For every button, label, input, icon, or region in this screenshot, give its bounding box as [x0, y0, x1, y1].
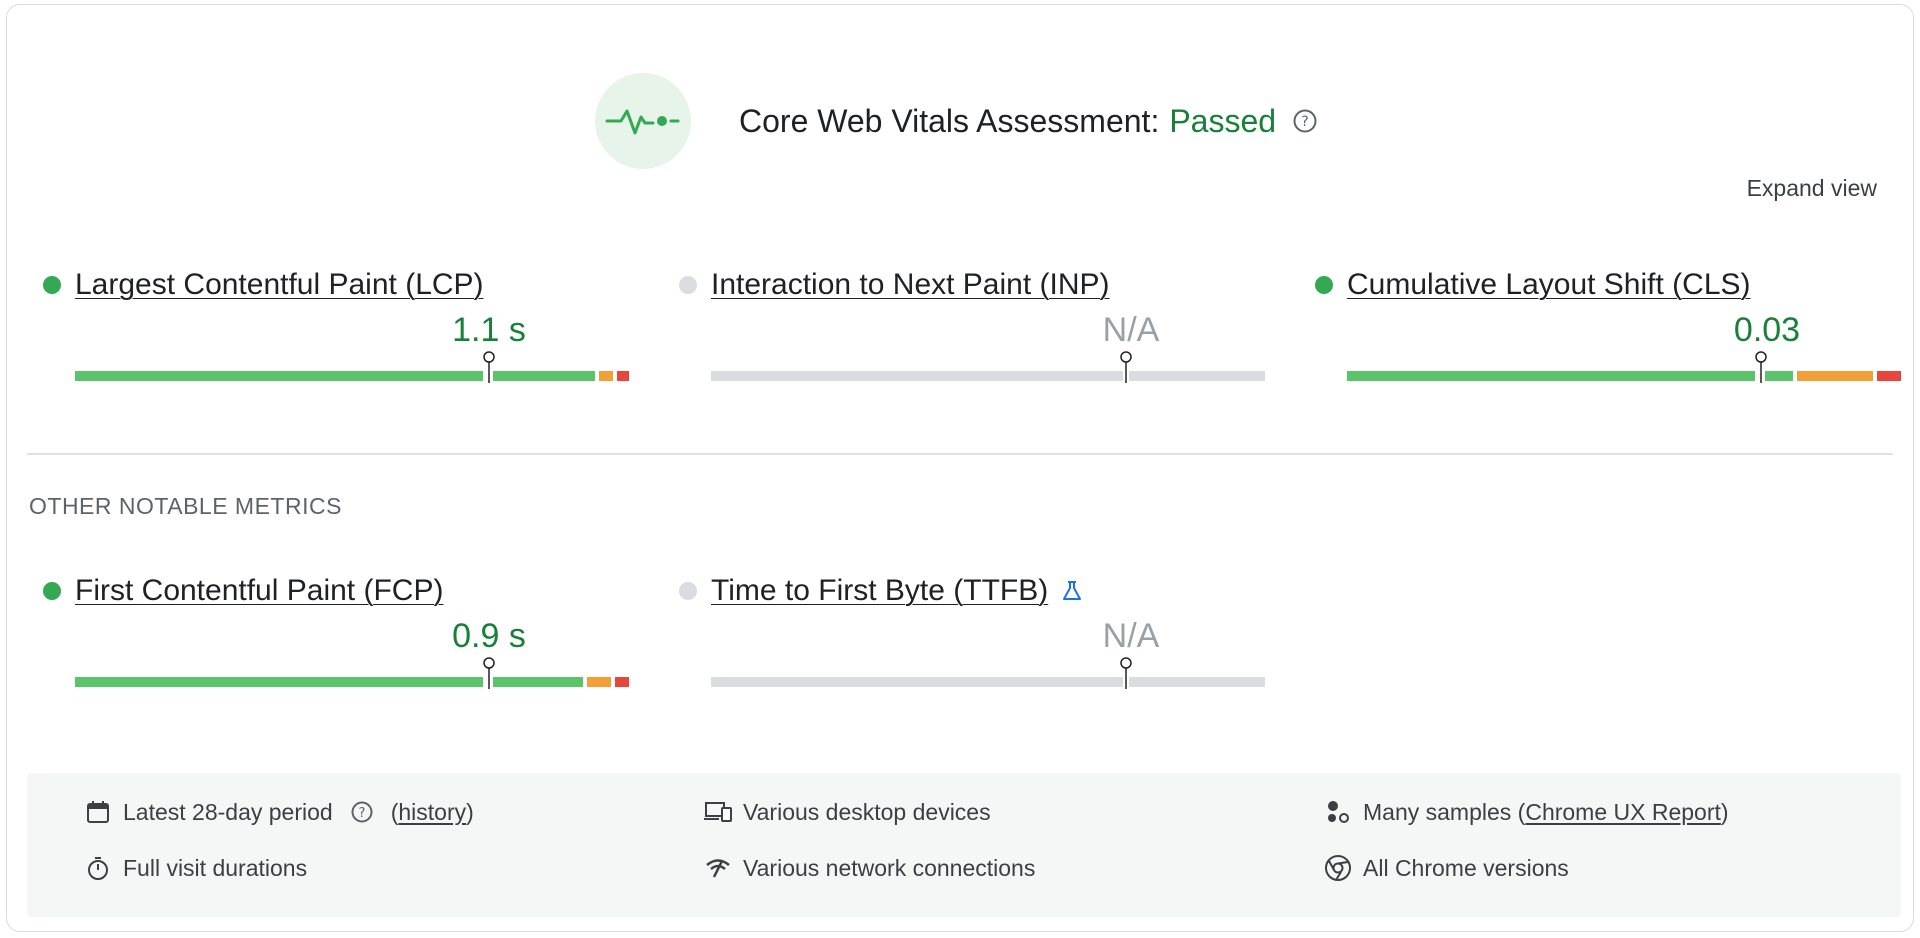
percentile-marker	[1120, 657, 1132, 689]
metric-inp-link[interactable]: Interaction to Next Paint (INP)	[711, 268, 1110, 301]
metric-lcp-link[interactable]: Largest Contentful Paint (LCP)	[75, 268, 484, 301]
metric-inp-distribution-bar	[711, 351, 1265, 383]
history-close-paren: )	[466, 798, 474, 825]
footer-durations: Full visit durations	[83, 853, 307, 883]
calendar-icon	[83, 797, 113, 827]
metric-lcp-value: 1.1 s	[452, 311, 526, 349]
status-dot-na	[679, 276, 697, 294]
percentile-marker	[1755, 351, 1767, 383]
status-dot-na	[679, 582, 697, 600]
footer-devices: Various desktop devices	[703, 797, 991, 827]
footer-samples-prefix: Many samples (	[1363, 798, 1526, 825]
history-link[interactable]: history	[398, 798, 467, 825]
metric-cls: Cumulative Layout Shift (CLS) 0.03	[1279, 265, 1901, 383]
percentile-marker	[483, 351, 495, 383]
help-icon[interactable]: ?	[347, 797, 377, 827]
cwv-card: Core Web Vitals Assessment: Passed ? Exp…	[6, 4, 1914, 932]
data-source-footer: Latest 28-day period ? (history) Full vi…	[27, 773, 1901, 917]
assessment-title-text: Core Web Vitals Assessment:	[739, 102, 1160, 139]
footer-versions: All Chrome versions	[1323, 853, 1569, 883]
footer-samples: Many samples (Chrome UX Report)	[1323, 797, 1729, 827]
metric-ttfb-value: N/A	[1102, 617, 1160, 655]
metric-ttfb: Time to First Byte (TTFB) N/A	[643, 571, 1265, 689]
metric-lcp: Largest Contentful Paint (LCP) 1.1 s	[7, 265, 629, 383]
section-divider	[27, 453, 1893, 455]
other-metrics-heading: OTHER NOTABLE METRICS	[29, 493, 342, 519]
stopwatch-icon	[83, 853, 113, 883]
metric-ttfb-link[interactable]: Time to First Byte (TTFB)	[711, 574, 1049, 607]
svg-text:?: ?	[358, 806, 365, 821]
metric-inp: Interaction to Next Paint (INP) N/A	[643, 265, 1265, 383]
metric-cls-link[interactable]: Cumulative Layout Shift (CLS)	[1347, 268, 1751, 301]
assessment-status: Passed	[1169, 102, 1277, 139]
metric-inp-value: N/A	[1102, 311, 1160, 349]
percentile-marker	[483, 657, 495, 689]
metric-fcp: First Contentful Paint (FCP) 0.9 s	[7, 571, 629, 689]
percentile-marker	[1120, 351, 1132, 383]
footer-versions-text: All Chrome versions	[1363, 854, 1569, 881]
metric-lcp-distribution-bar	[75, 351, 629, 383]
footer-devices-text: Various desktop devices	[743, 798, 991, 825]
footer-period: Latest 28-day period ? (history)	[83, 797, 474, 827]
footer-network-text: Various network connections	[743, 854, 1036, 881]
metric-cls-distribution-bar	[1347, 351, 1901, 383]
status-dot-good	[43, 582, 61, 600]
footer-durations-text: Full visit durations	[123, 854, 308, 881]
assessment-title: Core Web Vitals Assessment: Passed ?	[739, 103, 1318, 140]
experimental-flask-icon[interactable]	[1060, 579, 1084, 603]
devices-icon	[703, 797, 733, 827]
footer-period-text: Latest 28-day period	[123, 798, 333, 825]
footer-samples-suffix: )	[1720, 798, 1729, 825]
network-icon	[703, 853, 733, 883]
history-open-paren: (	[390, 798, 399, 825]
svg-text:?: ?	[1301, 114, 1308, 130]
metric-fcp-distribution-bar	[75, 657, 629, 689]
samples-icon	[1323, 797, 1353, 827]
metric-ttfb-distribution-bar	[711, 657, 1265, 689]
help-icon[interactable]: ?	[1292, 108, 1318, 134]
footer-network: Various network connections	[703, 853, 1035, 883]
expand-view-button[interactable]: Expand view	[1746, 175, 1877, 201]
metric-cls-value: 0.03	[1733, 311, 1801, 349]
status-dot-good	[43, 276, 61, 294]
metric-fcp-link[interactable]: First Contentful Paint (FCP)	[75, 574, 444, 607]
metric-fcp-value: 0.9 s	[452, 617, 526, 655]
chrome-icon	[1323, 853, 1353, 883]
status-dot-good	[1315, 276, 1333, 294]
vitals-pulse-icon	[595, 73, 691, 169]
chrome-ux-report-link[interactable]: Chrome UX Report	[1525, 798, 1721, 825]
assessment-header: Core Web Vitals Assessment: Passed ?	[595, 73, 1318, 169]
